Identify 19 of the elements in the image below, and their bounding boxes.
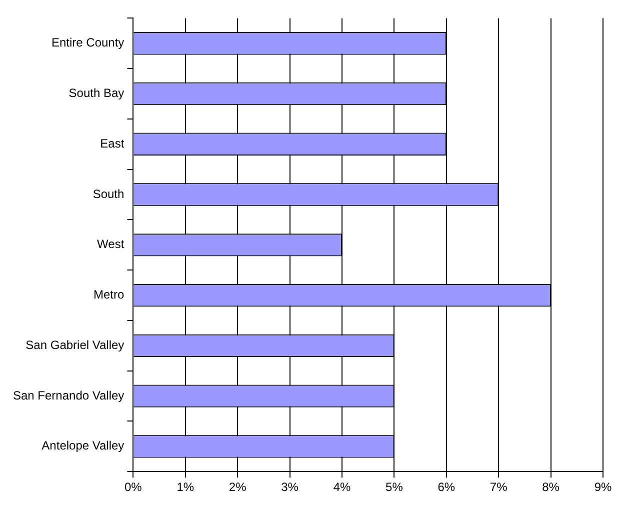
x-tick-label: 9% (594, 480, 612, 494)
x-tick-label: 5% (386, 480, 404, 494)
x-tick-label: 6% (438, 480, 456, 494)
y-tick-label: San Gabriel Valley (26, 338, 124, 352)
y-tick-label: South Bay (68, 86, 124, 100)
x-tick-label: 1% (176, 480, 194, 494)
y-tick-label: Antelope Valley (42, 438, 124, 453)
y-tick-label: West (97, 237, 125, 252)
y-tick-label: East (100, 136, 125, 150)
x-tick-label: 7% (490, 480, 508, 494)
x-tick-label: 4% (333, 480, 351, 494)
x-tick-label: 8% (542, 480, 560, 494)
y-tick-label: San Fernando Valley (12, 388, 124, 402)
y-tick-label: South (92, 186, 124, 201)
x-tick-label: 0% (124, 480, 142, 494)
x-tick-label: 3% (281, 480, 299, 494)
x-tick-label: 2% (228, 480, 247, 494)
y-tick-label: Metro (93, 288, 124, 302)
y-tick-label: Entire County (51, 36, 124, 50)
